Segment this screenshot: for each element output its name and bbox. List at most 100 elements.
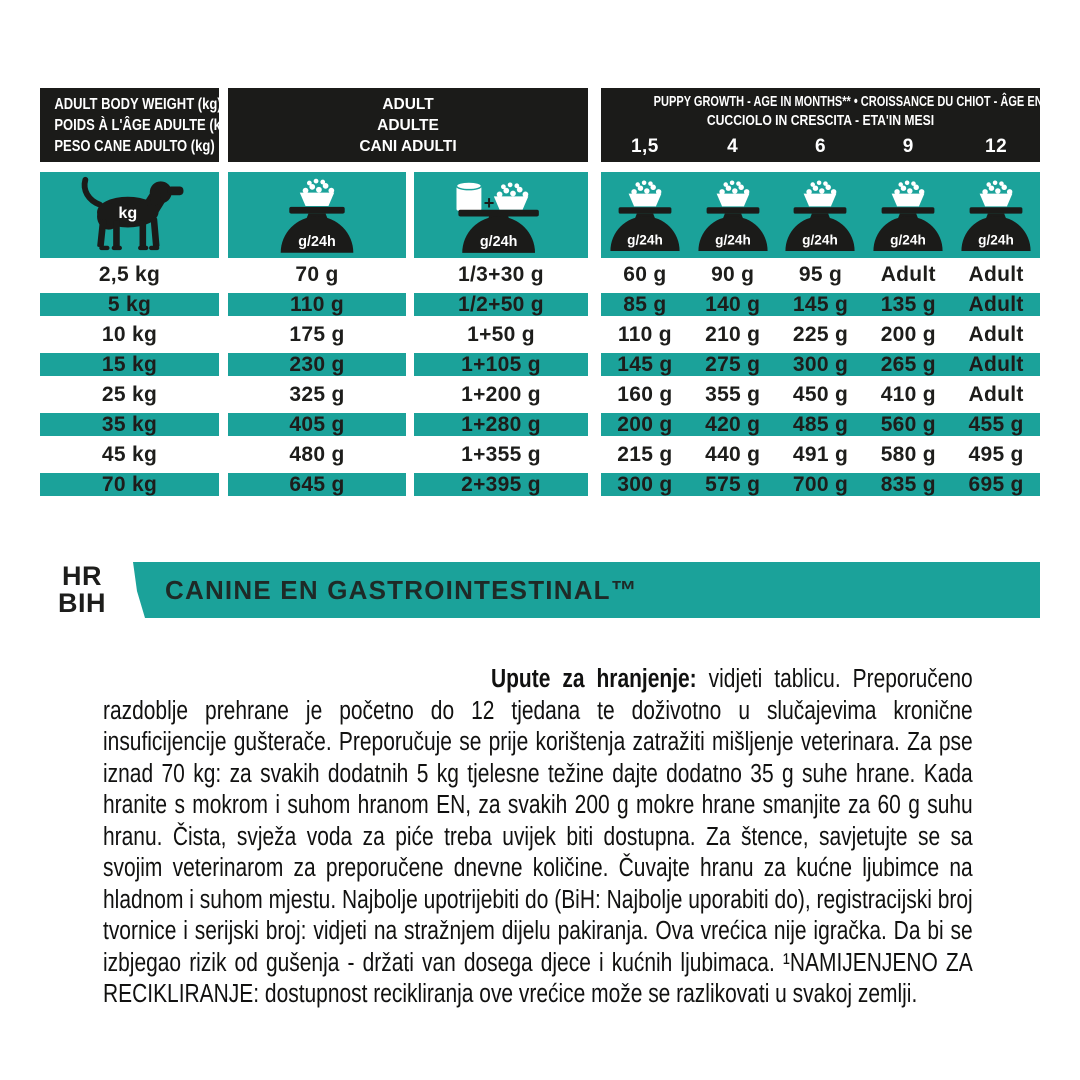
- puppy-cell: 695 g: [968, 473, 1024, 496]
- puppy-cell: 95 g: [798, 263, 843, 286]
- weight-cell: 2,5 kg: [98, 263, 161, 286]
- g24h-label: g/24h: [890, 232, 926, 247]
- adult-mix-cell: 1+355 g: [461, 443, 541, 466]
- puppy-cell: 200 g: [880, 323, 936, 346]
- weight-header-line: PESO CANE ADULTO (kg): [54, 137, 215, 155]
- weight-cell: 10 kg: [101, 323, 158, 346]
- wet-plus-dry-scale-icon-cell: + g/24h: [414, 172, 588, 258]
- adult-header-line: ADULT: [382, 95, 434, 113]
- puppy-cell: 491 g: [792, 443, 849, 466]
- puppy-cells: 160 g 355 g 450 g 410 g Adult: [601, 383, 1040, 406]
- adult-header-line: ADULTE: [377, 116, 439, 134]
- weight-cell: 45 kg: [101, 443, 158, 466]
- puppy-scale-icons-band: g/24h g/24h g/24h: [601, 172, 1040, 258]
- product-title-banner: CANINE EN GASTROINTESTINAL™: [133, 562, 1040, 618]
- dog-weight-icon-cell: kg: [40, 172, 219, 258]
- puppy-cell: 835 g: [880, 473, 936, 496]
- kibble-scale-icon: g/24h: [610, 179, 680, 251]
- adult-mix-cell: 2+395 g: [414, 473, 588, 496]
- kibble-scale-icon: g/24h: [961, 179, 1031, 251]
- puppy-cells: 110 g 210 g 225 g 200 g Adult: [601, 323, 1040, 346]
- adult-column-header: ADULT ADULTE CANI ADULTI: [228, 88, 588, 162]
- g24h-label: g/24h: [715, 232, 751, 247]
- adult-mix-cell: 1+200 g: [461, 383, 541, 406]
- adult-mix-cell: 1/3+30 g: [458, 263, 544, 286]
- g24h-label: g/24h: [627, 232, 663, 247]
- puppy-cell: 410 g: [880, 383, 936, 406]
- adult-dry-cell: 405 g: [228, 413, 406, 436]
- weight-header-line: POIDS À L'ÂGE ADULTE (kg): [54, 116, 234, 134]
- puppy-cells: 85 g 140 g 145 g 135 g Adult: [601, 293, 1040, 316]
- adult-mix-cell: 1+105 g: [414, 353, 588, 376]
- puppy-cell: 495 g: [968, 443, 1024, 466]
- puppy-cells: 215 g 440 g 491 g 580 g 495 g: [601, 443, 1040, 466]
- puppy-cell: 140 g: [705, 293, 761, 316]
- puppy-cell: Adult: [968, 383, 1024, 406]
- dry-food-scale-icon-cell: g/24h: [228, 172, 406, 258]
- adult-dry-cell: 110 g: [228, 293, 406, 316]
- puppy-scale-icon-cell: g/24h: [864, 179, 952, 251]
- adult-dry-cell: 230 g: [228, 353, 406, 376]
- g24h-label: g/24h: [803, 232, 839, 247]
- puppy-cell: Adult: [968, 353, 1024, 376]
- puppy-cell: 455 g: [968, 413, 1024, 436]
- puppy-cells: 200 g 420 g 485 g 560 g 455 g: [601, 413, 1040, 436]
- puppy-scale-icon-cell: g/24h: [601, 179, 689, 251]
- adult-body-weight-header: ADULT BODY WEIGHT (kg) POIDS À L'ÂGE ADU…: [40, 88, 234, 162]
- puppy-scale-icon-cell: g/24h: [689, 179, 777, 251]
- kibble-scale-icon: g/24h: [698, 179, 768, 251]
- puppy-scale-icon-cell: g/24h: [952, 179, 1040, 251]
- table-row: 25 kg 325 g 1+200 g 160 g 355 g 450 g 41…: [0, 380, 1080, 410]
- puppy-cell: 355 g: [705, 383, 761, 406]
- table-row: 45 kg 480 g 1+355 g 215 g 440 g 491 g 58…: [0, 440, 1080, 470]
- puppy-scale-icon-cell: g/24h: [777, 179, 865, 251]
- puppy-cell: 450 g: [792, 383, 849, 406]
- dog-silhouette-icon: kg: [81, 176, 183, 251]
- puppy-cell: 145 g: [617, 353, 673, 376]
- puppy-cell: Adult: [968, 293, 1024, 316]
- adult-mix-cell: 1/2+50 g: [414, 293, 588, 316]
- puppy-age-label: 9: [902, 135, 914, 157]
- can-plus-kibble-scale-icon: + g/24h: [455, 180, 539, 253]
- adult-mix-cell: 1+50 g: [467, 323, 535, 346]
- puppy-cell: 440 g: [705, 443, 761, 466]
- puppy-cell: 485 g: [792, 413, 849, 436]
- kibble-scale-icon: g/24h: [785, 179, 856, 251]
- puppy-cell: Adult: [968, 323, 1024, 346]
- puppy-growth-header: PUPPY GROWTH - AGE IN MONTHS** • CROISSA…: [601, 88, 1074, 162]
- puppy-cell: 210 g: [705, 323, 761, 346]
- puppy-cell: 275 g: [705, 353, 761, 376]
- table-row: 35 kg 405 g 1+280 g 200 g 420 g 485 g 56…: [0, 410, 1080, 440]
- puppy-cell: 90 g: [711, 263, 755, 286]
- kibble-scale-icon: g/24h: [873, 179, 943, 251]
- language-code-bih: BIH: [58, 588, 106, 618]
- puppy-cell: 85 g: [623, 293, 667, 316]
- puppy-cells: 300 g 575 g 700 g 835 g 695 g: [601, 473, 1040, 496]
- puppy-age-label: 6: [814, 135, 827, 157]
- puppy-cell: 60 g: [623, 263, 667, 286]
- table-row: 15 kg 230 g 1+105 g 145 g 275 g 300 g 26…: [0, 350, 1080, 380]
- puppy-cell: 700 g: [792, 473, 849, 496]
- puppy-cells: 145 g 275 g 300 g 265 g Adult: [601, 353, 1040, 376]
- kg-label: kg: [118, 204, 137, 222]
- feeding-instructions-lead: Upute za hranjenje:: [490, 665, 697, 693]
- language-codes: HR BIH: [52, 563, 112, 617]
- adult-dry-cell: 175 g: [289, 323, 345, 346]
- puppy-cell: 420 g: [705, 413, 761, 436]
- table-row: 2,5 kg 70 g 1/3+30 g 60 g 90 g 95 g Adul…: [0, 260, 1080, 290]
- adult-dry-cell: 645 g: [228, 473, 406, 496]
- puppy-header-line: PUPPY GROWTH - AGE IN MONTHS** • CROISSA…: [653, 93, 1074, 110]
- adult-dry-cell: 325 g: [289, 383, 345, 406]
- puppy-age-label: 4: [727, 135, 739, 157]
- feeding-instructions-paragraph: Upute za hranjenje: vidjeti tablicu. Pre…: [103, 664, 973, 1011]
- puppy-cell: Adult: [880, 263, 936, 286]
- table-row: 5 kg 110 g 1/2+50 g 85 g 140 g 145 g 135…: [0, 290, 1080, 320]
- weight-cell: 35 kg: [40, 413, 219, 436]
- puppy-cell: 580 g: [880, 443, 936, 466]
- puppy-header-line: CUCCIOLO IN CRESCITA - ETA'IN MESI: [706, 112, 935, 129]
- puppy-cells: 60 g 90 g 95 g Adult Adult: [601, 263, 1040, 286]
- puppy-cell: 135 g: [880, 293, 936, 316]
- puppy-cell: 575 g: [705, 473, 761, 496]
- adult-dry-cell: 480 g: [289, 443, 345, 466]
